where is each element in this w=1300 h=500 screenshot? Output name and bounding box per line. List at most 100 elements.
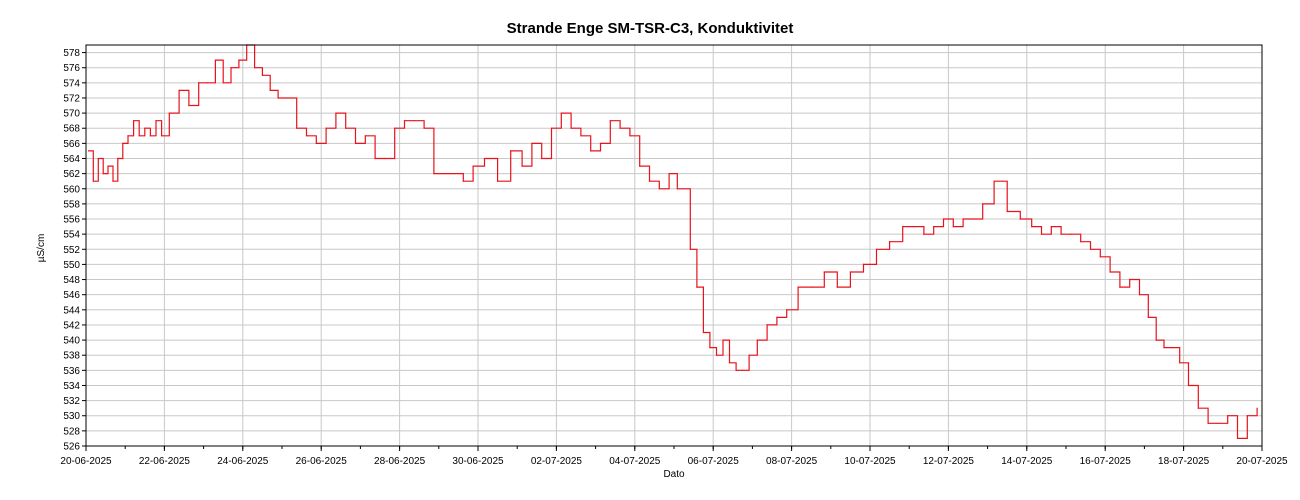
data-point	[325, 127, 327, 129]
data-point	[889, 241, 891, 243]
data-point	[122, 142, 124, 144]
data-point	[127, 135, 129, 137]
data-point	[286, 97, 288, 99]
data-point	[1089, 248, 1092, 250]
series-line	[88, 44, 1258, 439]
data-point	[689, 248, 691, 250]
data-point	[364, 135, 366, 137]
y-tick-label: 526	[63, 442, 80, 453]
data-point	[1171, 347, 1173, 349]
data-point	[668, 173, 670, 175]
data-point	[913, 226, 915, 228]
data-point	[993, 180, 995, 182]
data-point	[836, 286, 838, 288]
data-point	[462, 180, 464, 182]
data-point	[619, 127, 621, 129]
data-point	[1187, 384, 1190, 387]
data-point	[590, 150, 592, 152]
x-axis-label: Dato	[663, 469, 685, 480]
data-point	[117, 157, 119, 160]
data-point	[92, 180, 94, 182]
data-point	[102, 173, 104, 175]
data-point	[1006, 210, 1008, 213]
data-point	[296, 127, 298, 129]
x-tick-label: 22-06-2025	[139, 456, 191, 467]
data-point	[849, 271, 852, 273]
data-point	[1236, 437, 1239, 439]
data-point	[875, 248, 878, 250]
data-point	[776, 316, 778, 318]
data-point	[433, 173, 435, 175]
data-point	[709, 347, 711, 349]
x-tick-label: 30-06-2025	[452, 456, 504, 467]
y-tick-label: 552	[63, 245, 80, 256]
data-point	[443, 173, 445, 175]
data-point	[1099, 256, 1101, 258]
y-tick-label: 570	[63, 109, 80, 120]
data-point	[1040, 233, 1043, 235]
data-point	[923, 233, 925, 235]
y-tick-label: 538	[63, 351, 80, 362]
data-point	[766, 324, 768, 326]
x-tick-label: 06-07-2025	[688, 456, 740, 467]
y-tick-label: 548	[63, 275, 80, 286]
data-point	[786, 309, 788, 311]
y-tick-label: 574	[63, 78, 80, 89]
x-tick-label: 02-07-2025	[531, 456, 583, 467]
data-point	[810, 286, 812, 288]
data-point	[748, 354, 750, 356]
data-point	[715, 354, 718, 356]
x-tick-label: 16-07-2025	[1080, 456, 1132, 467]
x-tick-label: 28-06-2025	[374, 456, 426, 467]
data-point	[1080, 241, 1082, 243]
data-point	[862, 263, 865, 265]
data-point	[570, 127, 572, 129]
y-tick-labels: 526 528 530 532 534 536 538 540 542 544 546 548 550 5…	[63, 48, 80, 452]
data-point	[335, 112, 337, 114]
data-point	[497, 180, 499, 182]
data-point	[149, 135, 151, 137]
data-point	[1179, 362, 1181, 364]
data-point	[483, 157, 486, 160]
data-point	[676, 188, 678, 190]
data-point	[188, 104, 190, 107]
data-point	[609, 120, 611, 122]
axes	[82, 44, 1263, 451]
y-tick-label: 542	[63, 320, 80, 331]
data-point	[269, 89, 271, 91]
data-point	[1207, 422, 1209, 424]
data-point	[902, 226, 904, 228]
data-point	[403, 120, 406, 122]
data-point	[1129, 278, 1131, 281]
data-point	[742, 369, 744, 371]
data-point	[354, 142, 357, 144]
y-tick-label: 578	[63, 48, 80, 59]
y-tick-label: 530	[63, 411, 80, 422]
data-point	[962, 218, 964, 220]
y-tick-label: 550	[63, 260, 80, 271]
data-point	[599, 142, 602, 144]
data-point	[452, 173, 455, 175]
data-point	[1119, 286, 1121, 288]
y-tick-label: 558	[63, 199, 80, 210]
y-tick-label: 554	[63, 230, 80, 241]
data-point	[560, 112, 562, 114]
data-point	[1070, 233, 1072, 235]
y-tick-label: 564	[63, 154, 80, 165]
data-point	[214, 59, 216, 61]
data-point	[972, 218, 974, 220]
data-point	[138, 135, 140, 137]
data-point	[1031, 226, 1033, 228]
data-point	[178, 89, 180, 91]
data-point	[107, 165, 109, 167]
data-point	[823, 271, 825, 273]
y-tick-label: 546	[63, 290, 80, 301]
data-point	[702, 331, 705, 334]
data-point	[639, 165, 641, 167]
y-tick-label: 566	[63, 139, 80, 150]
y-tick-label: 568	[63, 124, 80, 135]
data-point	[728, 362, 731, 364]
data-point	[1217, 422, 1219, 424]
data-point	[933, 226, 935, 228]
